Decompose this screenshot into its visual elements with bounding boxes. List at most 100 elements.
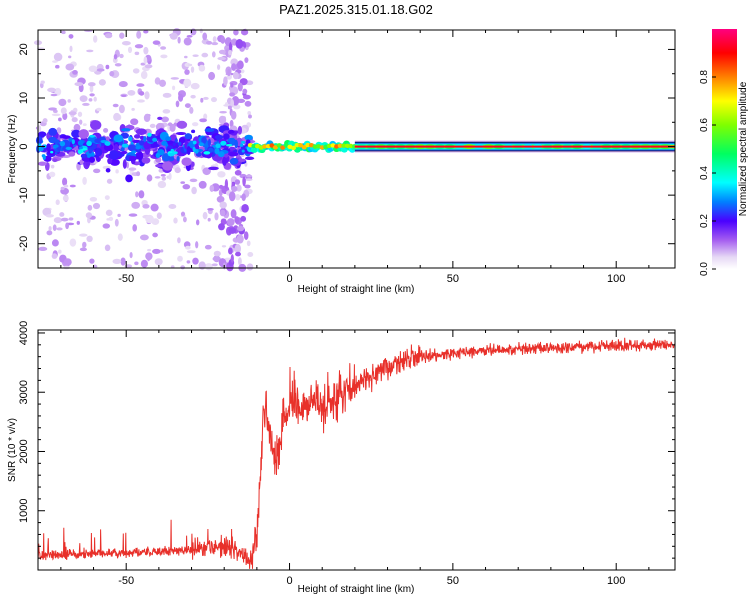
spectrogram-blob <box>125 174 133 183</box>
spectrogram-blob <box>143 30 149 34</box>
spectrogram-blob <box>231 185 238 192</box>
spectrogram-blob <box>154 258 163 266</box>
spectrogram-blob <box>202 211 208 220</box>
spectrogram-blob <box>170 77 179 80</box>
spectrogram-blob <box>203 151 211 155</box>
spectrogram-blob <box>234 179 241 185</box>
spectrogram-blob <box>185 245 191 250</box>
spectrogram-blob <box>184 103 191 109</box>
spectrogram-blob <box>146 174 153 182</box>
spectrogram-blob <box>58 98 67 107</box>
spectrogram-blob <box>177 36 181 44</box>
spectrogram-blob <box>234 243 241 254</box>
spectrogram-blob <box>199 118 207 123</box>
spectrogram-blob <box>59 140 66 147</box>
spectrogram-blob <box>103 128 109 133</box>
spectrogram-y-tick-label: -20 <box>18 236 30 252</box>
spectrogram-blob <box>213 250 221 257</box>
spectrogram-blob <box>114 218 119 227</box>
spectrogram-blob <box>71 139 75 145</box>
spectrogram-blob <box>167 148 171 152</box>
spectrogram-blob <box>135 145 141 150</box>
spectrogram-blob <box>130 118 139 126</box>
spectrogram-blob <box>105 168 111 173</box>
spectrogram-blob <box>48 127 58 136</box>
spectrogram-blob <box>88 98 93 102</box>
spectrogram-blob <box>201 52 209 58</box>
spectrogram-blob <box>212 36 217 43</box>
spectrogram-blob <box>214 134 224 140</box>
figure-title: PAZ1.2025.315.01.18.G02 <box>279 2 433 17</box>
spectrogram-blob <box>191 129 196 134</box>
spectrogram-blob <box>56 227 63 231</box>
spectrogram-blob <box>112 258 122 265</box>
spectrogram-blob <box>144 64 153 69</box>
spectrogram-blob <box>74 82 84 87</box>
spectrogram-blob <box>120 147 125 152</box>
spectrogram-blob <box>78 146 84 150</box>
spectrogram-blob <box>149 123 156 129</box>
spectrogram-blob <box>67 99 71 103</box>
spectrogram-blob <box>60 186 65 191</box>
spectrogram-blob <box>93 96 97 102</box>
spectrogram-blob <box>117 213 121 218</box>
spectrogram-blob <box>235 194 241 201</box>
spectrogram-blob <box>143 113 151 123</box>
spectrogram-blob <box>52 224 57 231</box>
spectrogram-blob <box>65 222 69 230</box>
spectrogram-blob <box>228 247 233 255</box>
spectrogram-blob <box>211 263 218 267</box>
spectrogram-blob <box>301 145 307 150</box>
spectrogram-blob <box>63 258 72 266</box>
spectrogram-blob <box>195 219 200 226</box>
spectrogram-blob <box>157 180 167 189</box>
spectrogram-blob <box>48 107 58 111</box>
spectrogram-blob <box>128 213 138 217</box>
snr-panel: -50 0 50 100 1000 2000 3000 4000 Height of stra… <box>7 321 676 595</box>
spectrogram-blob <box>251 143 257 149</box>
spectrogram-blob <box>46 230 53 236</box>
spectrogram-blob <box>180 265 186 270</box>
spectrogram-blob <box>181 157 192 167</box>
spectrogram-blob <box>199 28 203 34</box>
spectrogram-blob <box>61 30 66 35</box>
spectrogram-blob <box>152 248 161 254</box>
spectrogram-blob <box>186 35 193 38</box>
spectrogram-x-tick-label: 100 <box>607 273 625 285</box>
spectrogram-blob <box>49 171 56 178</box>
spectrogram-blob <box>38 161 47 166</box>
spectrogram-blob <box>176 120 188 129</box>
spectrogram-blob <box>183 55 188 59</box>
spectrogram-blob <box>89 134 96 138</box>
spectrogram-blob <box>207 207 214 211</box>
spectrogram-blob <box>56 127 62 134</box>
spectrogram-blob <box>235 251 241 257</box>
spectrogram-blob <box>192 146 196 152</box>
spectrogram-blob <box>168 156 175 162</box>
spectrogram-blob <box>184 69 190 75</box>
spectrogram-blob <box>161 116 169 123</box>
spectrogram-blob <box>242 94 251 100</box>
spectrogram-blob <box>61 135 71 139</box>
spectrogram-blob <box>154 176 161 179</box>
spectrogram-blob <box>54 87 62 96</box>
spectrogram-blob <box>182 216 187 223</box>
spectrogram-blob <box>88 129 98 133</box>
spectrogram-blob <box>248 114 252 119</box>
spectrogram-blob <box>82 123 87 127</box>
spectrogram-blob <box>236 225 245 232</box>
colorbar-ticks: 0.0 0.2 0.4 0.6 0.8 <box>699 70 716 276</box>
spectrogram-blob <box>228 191 236 202</box>
spectrogram-blob <box>95 148 103 157</box>
spectrogram-blob <box>69 184 76 188</box>
spectrogram-blob <box>50 150 54 154</box>
spectrogram-blob <box>136 83 145 87</box>
spectrogram-blob <box>124 264 133 268</box>
spectrogram-blob <box>228 49 233 56</box>
spectrogram-blob <box>96 68 105 72</box>
spectrogram-blob <box>237 82 243 92</box>
spectrogram-blob <box>200 97 204 103</box>
spectrogram-blob <box>167 122 173 127</box>
spectrogram-blob <box>236 60 244 70</box>
